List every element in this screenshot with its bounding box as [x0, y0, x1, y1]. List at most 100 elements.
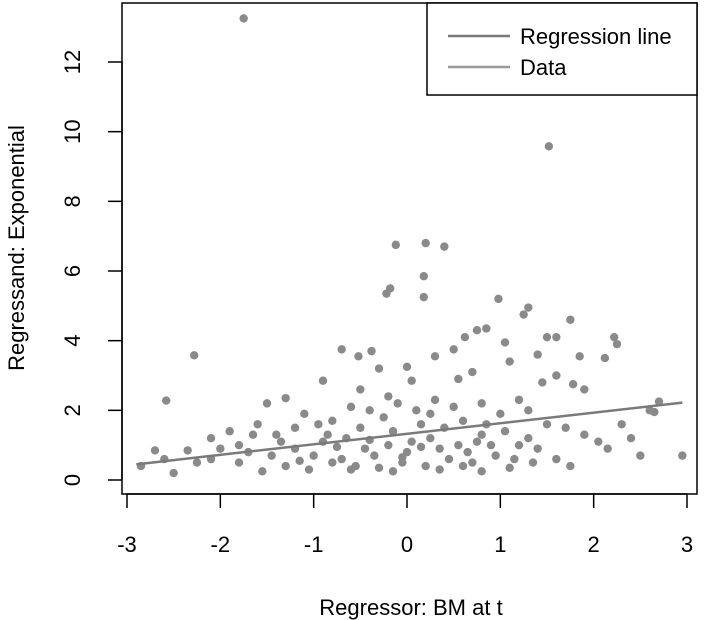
- data-point: [458, 416, 468, 425]
- data-point: [328, 416, 337, 425]
- data-point: [346, 402, 356, 412]
- data-point: [496, 409, 505, 419]
- data-point: [626, 434, 636, 443]
- data-point: [594, 437, 603, 446]
- data-point: [314, 420, 323, 429]
- y-tick-label: 12: [60, 50, 85, 74]
- data-point: [416, 420, 426, 429]
- data-point: [514, 440, 524, 450]
- data-point: [225, 427, 234, 436]
- data-point: [384, 392, 393, 401]
- y-axis: 0 2 4 6 8 10 12: [60, 50, 123, 486]
- data-point: [412, 406, 421, 415]
- data-point: [356, 423, 365, 432]
- y-tick-label: 10: [60, 119, 85, 143]
- x-tick-label: -3: [117, 532, 137, 557]
- data-point: [533, 350, 542, 359]
- data-point: [528, 458, 538, 467]
- data-point: [435, 465, 444, 474]
- data-point: [295, 456, 304, 466]
- data-point: [524, 434, 533, 443]
- data-point: [514, 395, 524, 405]
- data-point: [519, 310, 528, 319]
- x-axis-title: Regressor: BM at t: [319, 595, 502, 620]
- data-point: [374, 463, 384, 473]
- data-point: [328, 458, 337, 467]
- data-point: [561, 423, 570, 432]
- data-point: [360, 444, 370, 453]
- data-point: [468, 458, 477, 467]
- data-point: [552, 371, 561, 380]
- y-axis-title: Regressand: Exponential: [4, 125, 29, 371]
- data-point: [281, 461, 290, 471]
- data-point: [617, 420, 626, 429]
- data-point: [402, 362, 412, 371]
- data-point: [384, 440, 393, 450]
- data-point: [416, 442, 426, 452]
- data-point: [477, 430, 486, 439]
- data-point: [566, 461, 575, 471]
- data-point: [388, 427, 398, 436]
- data-point: [309, 451, 318, 460]
- data-point: [600, 353, 610, 363]
- data-point: [472, 326, 482, 335]
- regression-line: [136, 401, 683, 466]
- data-points: [136, 14, 687, 478]
- data-point: [258, 467, 267, 476]
- data-point: [272, 430, 281, 439]
- data-point: [463, 447, 472, 457]
- data-point: [460, 332, 470, 342]
- data-point: [374, 364, 384, 373]
- data-point: [318, 376, 328, 385]
- data-point: [544, 142, 554, 151]
- data-point: [370, 451, 379, 460]
- data-point: [500, 338, 510, 347]
- data-point: [253, 420, 262, 429]
- legend-box: [426, 2, 698, 96]
- data-point: [234, 458, 244, 467]
- data-point: [192, 458, 202, 467]
- data-point: [379, 413, 388, 422]
- y-tick-label: 2: [60, 404, 85, 416]
- data-point: [542, 332, 552, 342]
- data-point: [346, 465, 356, 474]
- data-point: [386, 284, 395, 293]
- data-point: [206, 434, 216, 443]
- data-point: [538, 378, 547, 387]
- data-point: [636, 451, 645, 460]
- x-tick-label: -1: [304, 532, 324, 557]
- data-point: [421, 461, 430, 471]
- data-point: [407, 437, 416, 446]
- data-point: [449, 345, 458, 354]
- legend: Regression line Data: [426, 2, 698, 96]
- data-point: [458, 461, 468, 471]
- data-point: [276, 437, 286, 446]
- data-point: [610, 332, 619, 342]
- data-point: [449, 402, 458, 412]
- y-tick-label: 8: [60, 195, 85, 207]
- data-point: [454, 440, 463, 450]
- data-point: [477, 467, 486, 476]
- data-point: [239, 14, 248, 23]
- data-point: [388, 467, 398, 476]
- data-point: [419, 292, 428, 302]
- data-point: [580, 430, 589, 439]
- data-point: [430, 352, 440, 361]
- data-point: [337, 454, 346, 464]
- data-point: [430, 395, 440, 405]
- data-point: [580, 385, 589, 394]
- data-point: [304, 465, 314, 474]
- y-tick-label: 6: [60, 265, 85, 277]
- data-point: [398, 453, 407, 462]
- y-tick-label: 4: [60, 335, 85, 347]
- data-point: [468, 367, 477, 377]
- data-point: [216, 444, 225, 453]
- data-point: [290, 423, 300, 432]
- data-point: [500, 427, 510, 436]
- data-point: [150, 446, 160, 455]
- data-point: [267, 451, 276, 460]
- data-point: [477, 399, 486, 408]
- legend-label-regression: Regression line: [520, 24, 672, 49]
- data-point: [575, 352, 584, 361]
